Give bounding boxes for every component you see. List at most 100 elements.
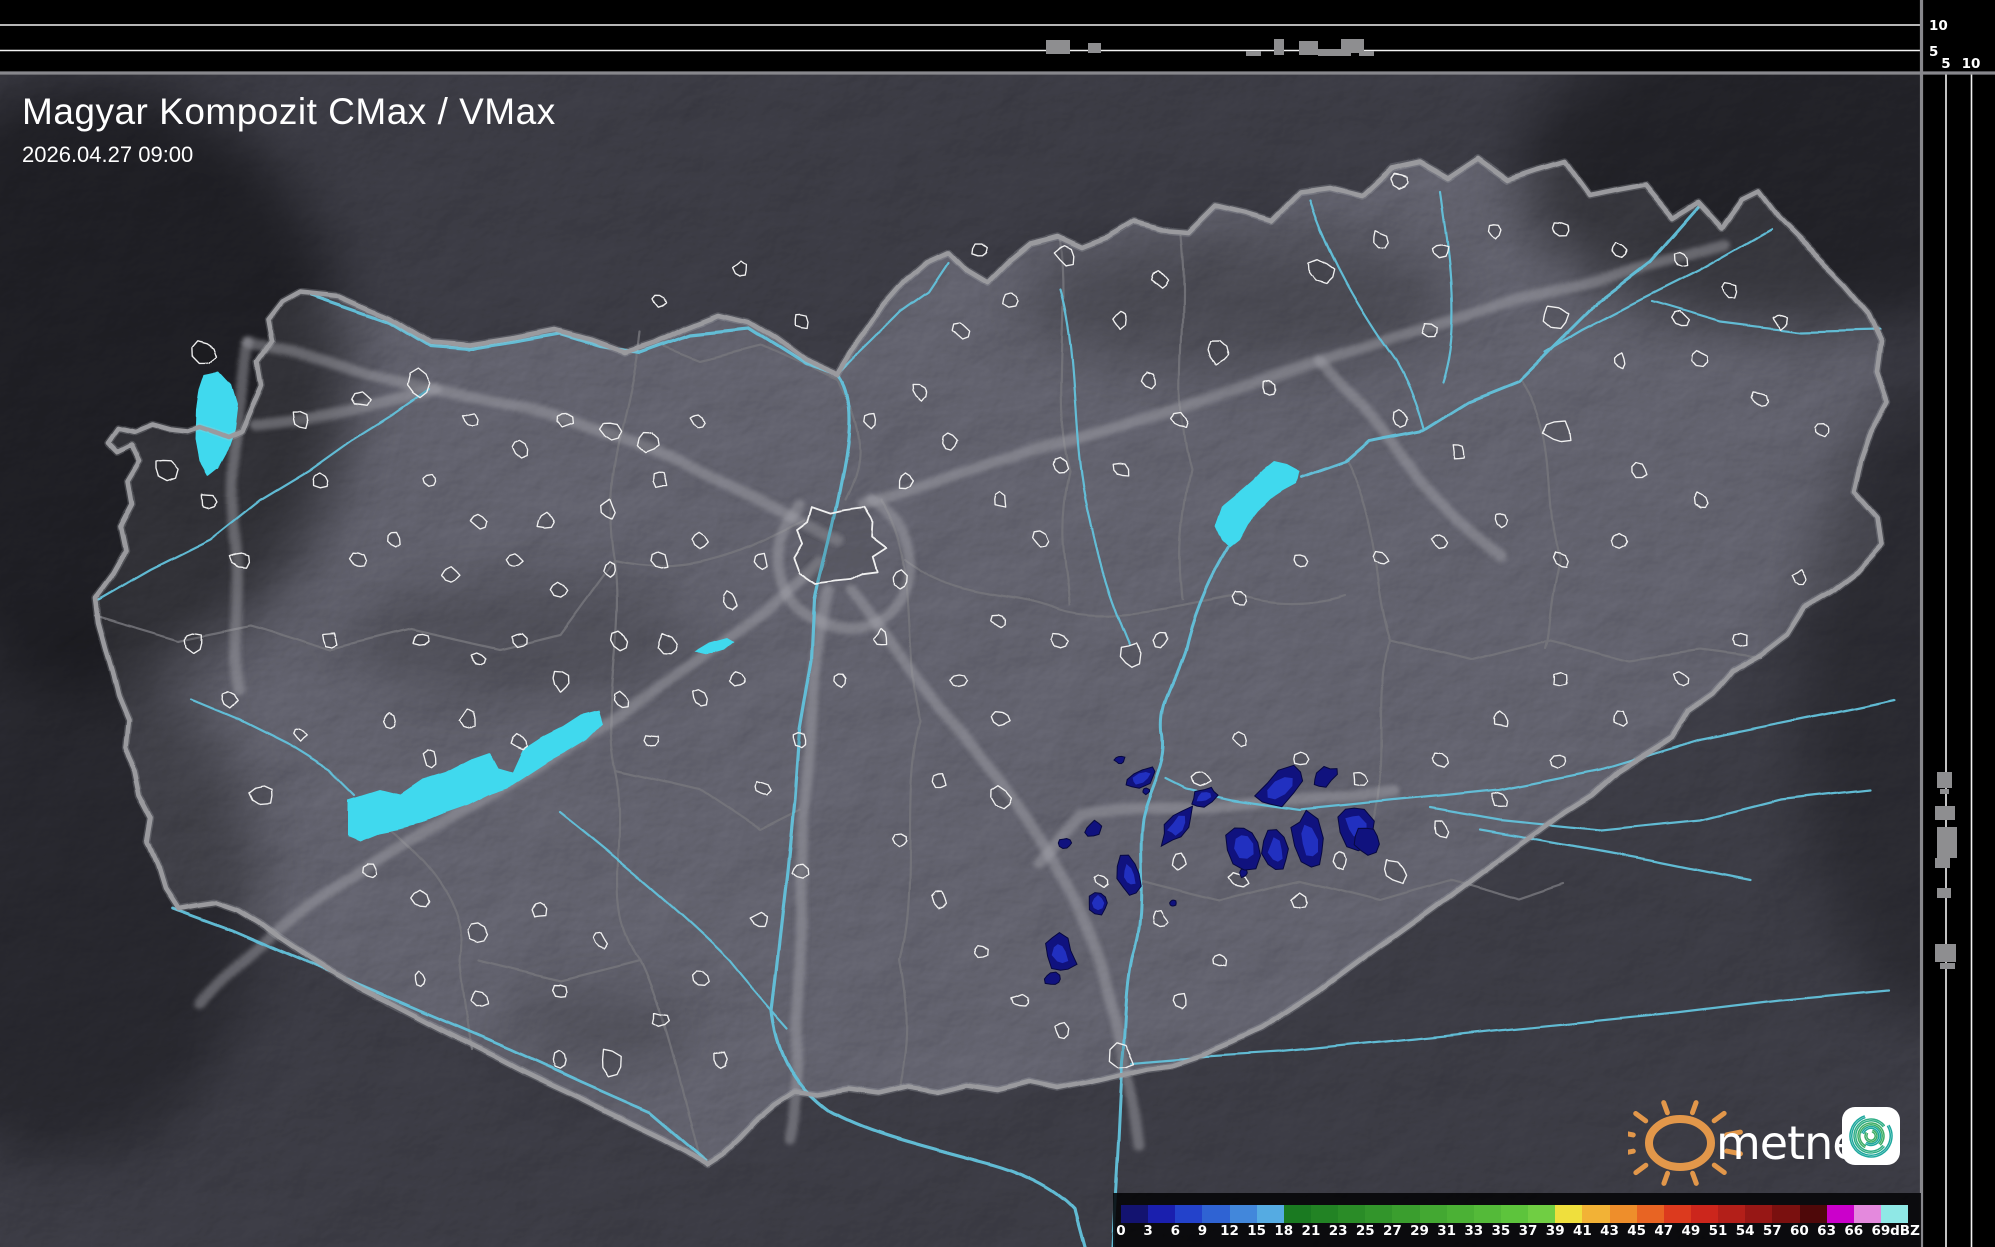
town-outline bbox=[470, 512, 489, 529]
metnet-logo[interactable]: metnet bbox=[1617, 1096, 1918, 1186]
dbz-color-segment bbox=[1229, 1205, 1257, 1223]
dbz-tick-label: 25 bbox=[1355, 1223, 1375, 1239]
sun-ray bbox=[1617, 1148, 1636, 1157]
dbz-color-segment bbox=[1338, 1205, 1366, 1223]
motorway-m0-ring bbox=[772, 494, 916, 636]
radar-echo bbox=[1057, 837, 1073, 850]
town-outline bbox=[793, 313, 809, 329]
town-outline bbox=[405, 368, 430, 400]
dbz-tick-label: 39 bbox=[1545, 1223, 1565, 1239]
town-outline bbox=[722, 590, 738, 610]
dbz-legend: 0 3 6 9 12 15 18 21 23 25 27 29 31 33 35 37 39 41 43 45 47 49… bbox=[1113, 1193, 1921, 1247]
town-outline bbox=[731, 260, 747, 278]
town-outline bbox=[692, 690, 709, 709]
river-sajo bbox=[1308, 198, 1426, 432]
town-outline bbox=[511, 632, 528, 648]
town-outline bbox=[1108, 1040, 1136, 1067]
town-outline bbox=[1052, 1021, 1068, 1039]
town-outline bbox=[411, 634, 430, 647]
height-axis-label: 10 bbox=[1962, 56, 1981, 72]
town-outline bbox=[991, 613, 1007, 628]
spiral-ring bbox=[1862, 1127, 1880, 1145]
town-outline bbox=[1690, 351, 1709, 369]
dbz-color-segment bbox=[1283, 1205, 1311, 1223]
town-outline bbox=[891, 569, 908, 590]
town-outline bbox=[510, 733, 528, 750]
sun-ray bbox=[1661, 1170, 1671, 1186]
town-outline bbox=[382, 711, 397, 728]
sun-icon bbox=[1617, 1100, 1743, 1186]
town-outline bbox=[931, 890, 948, 909]
radar-echo-core bbox=[1124, 864, 1136, 885]
town-outline bbox=[1213, 953, 1228, 967]
lake-balaton bbox=[348, 710, 602, 841]
river-raba bbox=[96, 388, 430, 602]
spiral-ring bbox=[1866, 1131, 1876, 1141]
town-outline bbox=[1493, 711, 1508, 728]
top-profile-mark bbox=[1359, 51, 1374, 56]
dbz-colorbar bbox=[1121, 1205, 1909, 1223]
radar-echo-core bbox=[1132, 772, 1151, 785]
radar-echo bbox=[1169, 899, 1177, 907]
dbz-labels: 0 3 6 9 12 15 18 21 23 25 27 29 31 33 35 37 39 41 43 45 47 49… bbox=[1116, 1221, 1921, 1241]
town-outline bbox=[598, 422, 622, 441]
radar-echo bbox=[1313, 765, 1338, 788]
town-outline bbox=[1290, 890, 1308, 907]
radar-echo-core bbox=[1301, 824, 1318, 857]
radar-echo-core bbox=[1051, 944, 1069, 964]
top-profile-mark bbox=[1246, 51, 1261, 56]
sun-ray bbox=[1690, 1170, 1699, 1186]
town-outline bbox=[1112, 462, 1129, 477]
town-outline bbox=[610, 630, 629, 651]
sun-ray bbox=[1711, 1110, 1727, 1124]
dbz-color-segment bbox=[1202, 1205, 1230, 1223]
motorway-m6 bbox=[784, 584, 834, 1146]
town-outline bbox=[600, 497, 617, 519]
dbz-tick-label: 12 bbox=[1220, 1223, 1239, 1239]
town-outline bbox=[791, 862, 810, 878]
rivers bbox=[96, 188, 1897, 1247]
town-outline bbox=[1721, 282, 1738, 299]
radar-echo-core bbox=[1234, 835, 1254, 859]
river-szamos bbox=[1650, 300, 1882, 334]
town-outline bbox=[201, 493, 218, 509]
dbz-color-segment bbox=[1826, 1205, 1854, 1223]
town-outline bbox=[1189, 772, 1211, 788]
town-outline bbox=[1673, 251, 1688, 268]
dbz-tick-label: 29 bbox=[1410, 1223, 1429, 1239]
dbz-tick-label: 69 bbox=[1871, 1223, 1891, 1239]
spiral-ring bbox=[1857, 1122, 1885, 1150]
river-zala bbox=[190, 698, 357, 797]
town-outline bbox=[1152, 632, 1168, 649]
dbz-tick-label: 47 bbox=[1654, 1223, 1674, 1239]
town-outline bbox=[349, 552, 369, 568]
radar-echo-core bbox=[1196, 792, 1212, 802]
sun-ray bbox=[1661, 1100, 1670, 1116]
metnet-app-icon bbox=[1842, 1107, 1900, 1165]
right-profile-mark bbox=[1937, 888, 1951, 898]
motorway-m44 bbox=[1034, 786, 1401, 868]
town-outline bbox=[971, 242, 989, 256]
town-outline bbox=[641, 733, 659, 746]
town-outline bbox=[1207, 339, 1230, 366]
town-outline bbox=[505, 552, 525, 567]
radar-echo bbox=[1353, 827, 1380, 856]
motorway-m35 bbox=[1314, 356, 1506, 564]
lake-ferto bbox=[196, 372, 238, 476]
town-outline bbox=[833, 673, 847, 689]
town-outline bbox=[1670, 311, 1690, 328]
town-outline bbox=[752, 782, 771, 798]
town-outline bbox=[863, 412, 877, 429]
height-axis-label: 5 bbox=[1941, 56, 1950, 72]
town-outline bbox=[691, 531, 710, 549]
town-outline bbox=[990, 712, 1010, 728]
dbz-tick-label: 33 bbox=[1464, 1223, 1484, 1239]
river-zagyva bbox=[1058, 288, 1132, 647]
dbz-color-segment bbox=[1175, 1205, 1203, 1223]
town-outline bbox=[439, 566, 460, 583]
town-outline bbox=[635, 432, 659, 454]
river-koros-3 bbox=[1478, 828, 1752, 882]
dbz-color-segment bbox=[1636, 1205, 1664, 1223]
motorway-m85 bbox=[249, 384, 441, 431]
